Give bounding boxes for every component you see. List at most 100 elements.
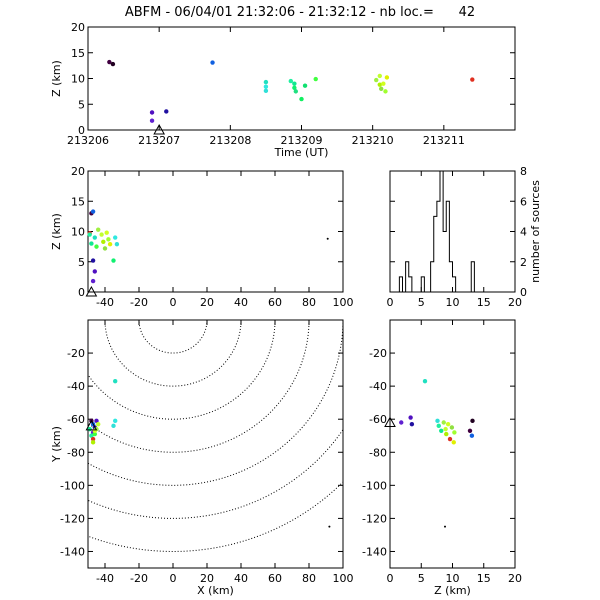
data-point	[444, 431, 449, 437]
x-tick-label: 20	[200, 296, 214, 309]
y-tick-label: -140	[60, 545, 85, 558]
y-tick-label: -80	[369, 446, 387, 459]
data-point	[104, 230, 109, 235]
y-tick-label: -100	[362, 479, 387, 492]
y-tick-label: 15	[71, 195, 85, 208]
data-point	[302, 83, 308, 88]
x-tick-label: 213211	[423, 134, 465, 147]
data-point	[435, 418, 440, 424]
y-tick-label: -120	[362, 512, 387, 525]
x-tick-label: 213208	[209, 134, 251, 147]
y-axis-label: number of sources	[529, 180, 542, 283]
data-point	[113, 235, 118, 240]
data-point	[328, 525, 331, 528]
x-tick-label: 40	[234, 572, 248, 585]
y-tick-label: -40	[67, 380, 85, 393]
range-ring	[104, 320, 242, 387]
data-point	[106, 237, 111, 242]
data-point	[110, 61, 116, 67]
data-point	[377, 73, 382, 79]
y-tick-label: 0	[78, 124, 85, 137]
x-tick-label: -40	[96, 572, 114, 585]
y-tick-label: 8	[520, 165, 527, 178]
y-tick-label: -60	[67, 413, 85, 426]
data-point	[292, 81, 297, 86]
data-point	[444, 525, 446, 528]
histogram-panel	[389, 170, 516, 293]
data-point	[451, 440, 456, 445]
data-point	[90, 258, 96, 263]
data-point	[102, 246, 108, 251]
y-tick-label: 20	[71, 21, 85, 34]
data-point	[94, 244, 99, 249]
data-point	[92, 269, 98, 274]
data-point	[447, 436, 453, 442]
x-tick-label: 213210	[352, 134, 394, 147]
y-tick-label: 5	[78, 98, 85, 111]
data-point	[436, 423, 441, 429]
x-tick-label: 15	[477, 296, 491, 309]
station-marker	[153, 123, 166, 135]
x-tick-label: 0	[170, 572, 177, 585]
x-tick-label: 0	[387, 572, 394, 585]
x-tick-label: 40	[234, 296, 248, 309]
data-point	[443, 426, 448, 432]
y-axis-label: Z (km)	[50, 60, 63, 97]
y-tick-label: -100	[60, 479, 85, 492]
data-point	[114, 242, 120, 247]
x-tick-label: 5	[418, 572, 425, 585]
range-ring	[138, 320, 208, 354]
y-tick-label: 10	[71, 73, 85, 86]
data-point	[101, 239, 106, 244]
plan-view-panel	[85, 319, 344, 569]
data-point	[377, 82, 382, 87]
x-tick-label: 0	[170, 296, 177, 309]
data-point	[90, 209, 96, 214]
station-marker	[85, 419, 98, 431]
plot-frame	[87, 319, 344, 569]
x-axis-label: X (km)	[197, 584, 234, 597]
histogram-line	[390, 170, 515, 293]
x-tick-label: 10	[446, 572, 460, 585]
data-point	[96, 227, 101, 232]
data-point	[263, 88, 269, 94]
y-tick-label: -20	[67, 347, 85, 360]
data-point	[409, 421, 415, 427]
data-point	[374, 77, 379, 83]
x-height-panel	[85, 170, 344, 297]
x-tick-label: 80	[302, 572, 316, 585]
x-tick-label: 0	[387, 296, 394, 309]
x-tick-label: 80	[302, 296, 316, 309]
y-tick-label: -80	[67, 446, 85, 459]
data-point	[470, 77, 475, 82]
data-point	[313, 76, 318, 82]
data-point	[113, 418, 118, 424]
data-point	[107, 59, 112, 65]
x-tick-label: 100	[333, 296, 354, 309]
y-tick-label: -60	[369, 413, 387, 426]
data-point	[111, 258, 116, 263]
x-tick-label: 213209	[281, 134, 323, 147]
data-point	[87, 232, 92, 237]
data-point	[263, 79, 269, 85]
y-tick-label: 20	[71, 165, 85, 178]
data-point	[92, 235, 98, 240]
station-marker	[384, 416, 396, 428]
data-point	[94, 418, 99, 424]
x-tick-label: -20	[130, 572, 148, 585]
data-point	[90, 436, 96, 442]
data-point	[383, 89, 388, 94]
data-point	[441, 420, 446, 425]
data-point	[164, 109, 169, 114]
data-point	[99, 232, 104, 237]
data-point	[384, 75, 390, 80]
y-tick-label: 6	[520, 195, 527, 208]
data-point	[470, 418, 475, 424]
data-point	[92, 431, 98, 437]
y-tick-label: 0	[78, 286, 85, 299]
data-point	[452, 430, 457, 435]
x-axis-label: Z (km)	[434, 584, 471, 597]
data-point	[408, 415, 413, 420]
data-point	[90, 278, 96, 284]
